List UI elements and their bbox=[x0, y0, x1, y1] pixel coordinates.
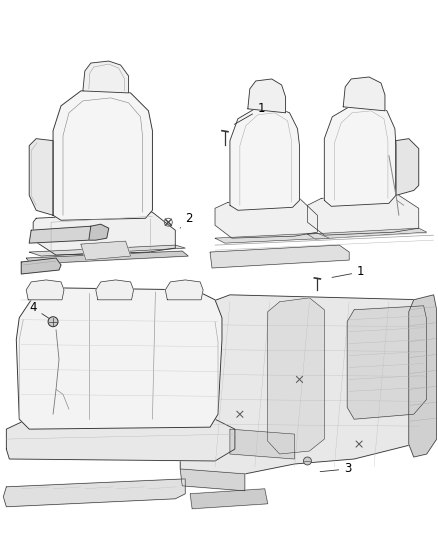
Polygon shape bbox=[409, 295, 437, 457]
Polygon shape bbox=[215, 233, 329, 243]
Text: 3: 3 bbox=[320, 463, 352, 475]
Polygon shape bbox=[268, 298, 324, 454]
Polygon shape bbox=[26, 280, 64, 300]
Polygon shape bbox=[180, 295, 429, 479]
Circle shape bbox=[304, 457, 311, 465]
Polygon shape bbox=[307, 228, 427, 239]
Polygon shape bbox=[16, 288, 222, 429]
Polygon shape bbox=[248, 79, 286, 113]
Polygon shape bbox=[29, 245, 185, 256]
Polygon shape bbox=[21, 258, 61, 274]
Polygon shape bbox=[26, 251, 188, 264]
Text: 2: 2 bbox=[180, 212, 193, 228]
Polygon shape bbox=[324, 105, 396, 206]
Polygon shape bbox=[29, 139, 53, 215]
Polygon shape bbox=[96, 280, 134, 300]
Polygon shape bbox=[180, 469, 245, 491]
Text: 1: 1 bbox=[234, 102, 265, 124]
Polygon shape bbox=[343, 77, 385, 111]
Polygon shape bbox=[230, 107, 300, 211]
Text: 1: 1 bbox=[332, 265, 364, 278]
Polygon shape bbox=[29, 226, 96, 243]
Polygon shape bbox=[230, 429, 294, 459]
Polygon shape bbox=[83, 61, 129, 93]
Polygon shape bbox=[89, 224, 109, 240]
Polygon shape bbox=[53, 89, 152, 220]
Polygon shape bbox=[215, 198, 318, 238]
Text: 4: 4 bbox=[29, 301, 49, 318]
Circle shape bbox=[48, 317, 58, 327]
Polygon shape bbox=[165, 280, 203, 300]
Polygon shape bbox=[4, 479, 185, 507]
Polygon shape bbox=[307, 193, 419, 235]
Polygon shape bbox=[190, 489, 268, 508]
Polygon shape bbox=[347, 306, 427, 419]
Polygon shape bbox=[396, 139, 419, 196]
Polygon shape bbox=[7, 419, 235, 461]
Polygon shape bbox=[33, 212, 175, 255]
Polygon shape bbox=[81, 241, 131, 260]
Polygon shape bbox=[210, 245, 349, 268]
